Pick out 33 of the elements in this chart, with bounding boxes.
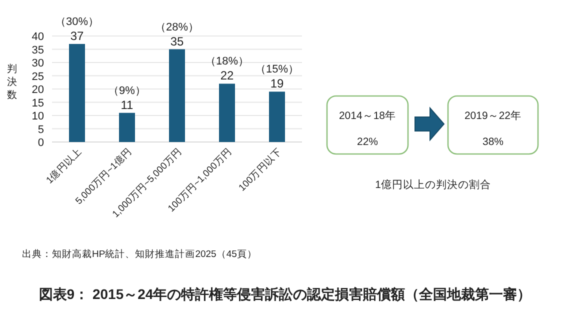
text: 1億円以上の判決の割合 — [375, 178, 491, 191]
y-tick-label: 40 — [32, 31, 44, 43]
y-tick-label: 35 — [32, 44, 44, 56]
bar — [69, 44, 85, 142]
text: 2019～22年 — [464, 110, 522, 122]
annotation: （15%） — [254, 64, 300, 76]
y-tick-label: 25 — [32, 70, 44, 83]
annotation: （28%） — [154, 21, 200, 34]
text: 22% — [356, 136, 378, 148]
source-note: 出典：知財高裁HP統計、知財推進計画2025（45頁） — [22, 248, 257, 260]
data-label: 22 — [220, 68, 234, 83]
bar — [269, 92, 285, 142]
annotation: （18%） — [204, 56, 250, 68]
data-label: 37 — [70, 28, 84, 43]
y-tick-label: 20 — [32, 84, 44, 96]
x-tick-label: 1億円以上 — [44, 146, 84, 186]
y-tick-label: 30 — [32, 58, 44, 70]
text: 2014～18年 — [338, 110, 396, 122]
bar — [219, 84, 235, 142]
text: 38% — [482, 136, 504, 148]
bar — [169, 49, 185, 142]
data-label: 11 — [120, 98, 134, 112]
y-tick-label: 5 — [38, 124, 44, 136]
annotation: （9%） — [108, 84, 146, 97]
data-label: 35 — [170, 34, 184, 48]
data-label: 19 — [270, 76, 284, 91]
y-tick-label: 15 — [32, 97, 44, 110]
text: 図表9： 2015～24年の特許権等侵害訴訟の認定損害賠償額（全国地裁第一審） — [38, 286, 532, 302]
y-tick-label: 0 — [38, 137, 44, 149]
y-axis-title: 判決数 — [7, 63, 17, 101]
y-tick-label: 10 — [32, 110, 44, 122]
annotation: （30%） — [54, 16, 100, 28]
bar — [119, 112, 135, 142]
